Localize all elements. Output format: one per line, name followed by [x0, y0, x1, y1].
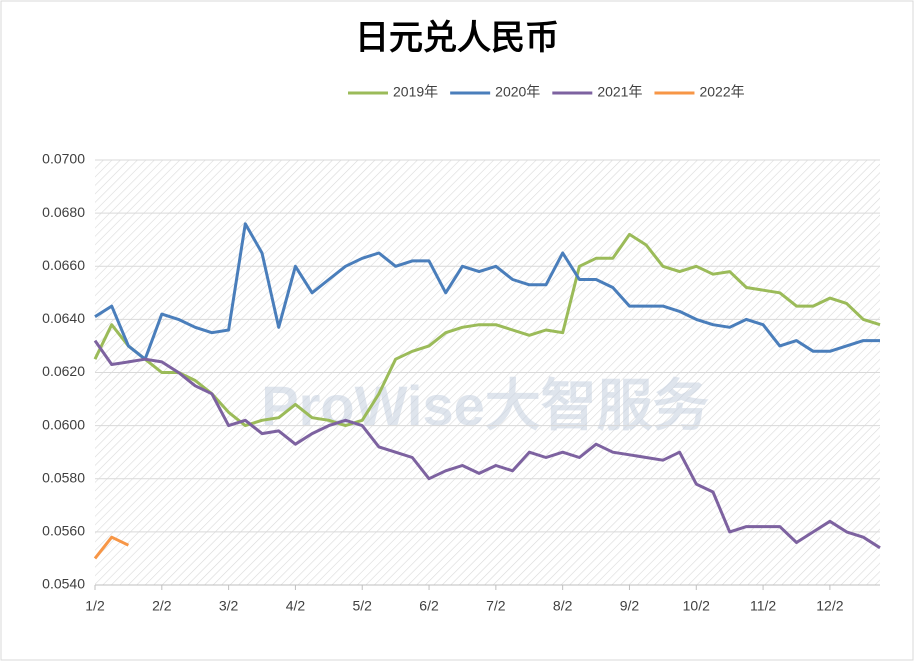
x-tick-label: 2/2	[152, 598, 172, 614]
x-tick-label: 1/2	[85, 598, 105, 614]
x-tick-label: 4/2	[286, 598, 306, 614]
x-tick-label: 7/2	[486, 598, 506, 614]
x-tick-label: 10/2	[683, 598, 710, 614]
legend-label: 2022年	[699, 84, 744, 100]
series-line	[93, 232, 881, 428]
y-tick-label: 0.0600	[42, 416, 85, 432]
y-tick-label: 0.0700	[42, 151, 85, 167]
y-tick-label: 0.0620	[42, 363, 85, 379]
series-line	[93, 339, 881, 550]
x-tick-label: 8/2	[553, 598, 573, 614]
series-line	[93, 535, 130, 560]
chart-title: 日元兑人民币	[355, 19, 559, 57]
legend-label: 2020年	[495, 84, 540, 100]
y-tick-label: 0.0580	[42, 469, 85, 485]
y-tick-label: 0.0660	[42, 257, 85, 273]
x-tick-label: 5/2	[352, 598, 372, 614]
y-tick-label: 0.0540	[42, 576, 85, 592]
y-tick-label: 0.0560	[42, 523, 85, 539]
x-tick-label: 11/2	[750, 598, 776, 614]
series-line	[94, 222, 880, 361]
x-tick-label: 9/2	[620, 598, 640, 614]
legend-label: 2021年	[597, 84, 642, 100]
y-tick-label: 0.0680	[42, 204, 85, 220]
legend-label: 2019年	[393, 84, 438, 100]
x-tick-label: 3/2	[219, 598, 239, 614]
x-tick-label: 6/2	[419, 598, 439, 614]
x-tick-label: 12/2	[816, 598, 843, 614]
watermark: ProWise大智服务	[261, 374, 709, 437]
y-tick-label: 0.0640	[42, 310, 85, 326]
